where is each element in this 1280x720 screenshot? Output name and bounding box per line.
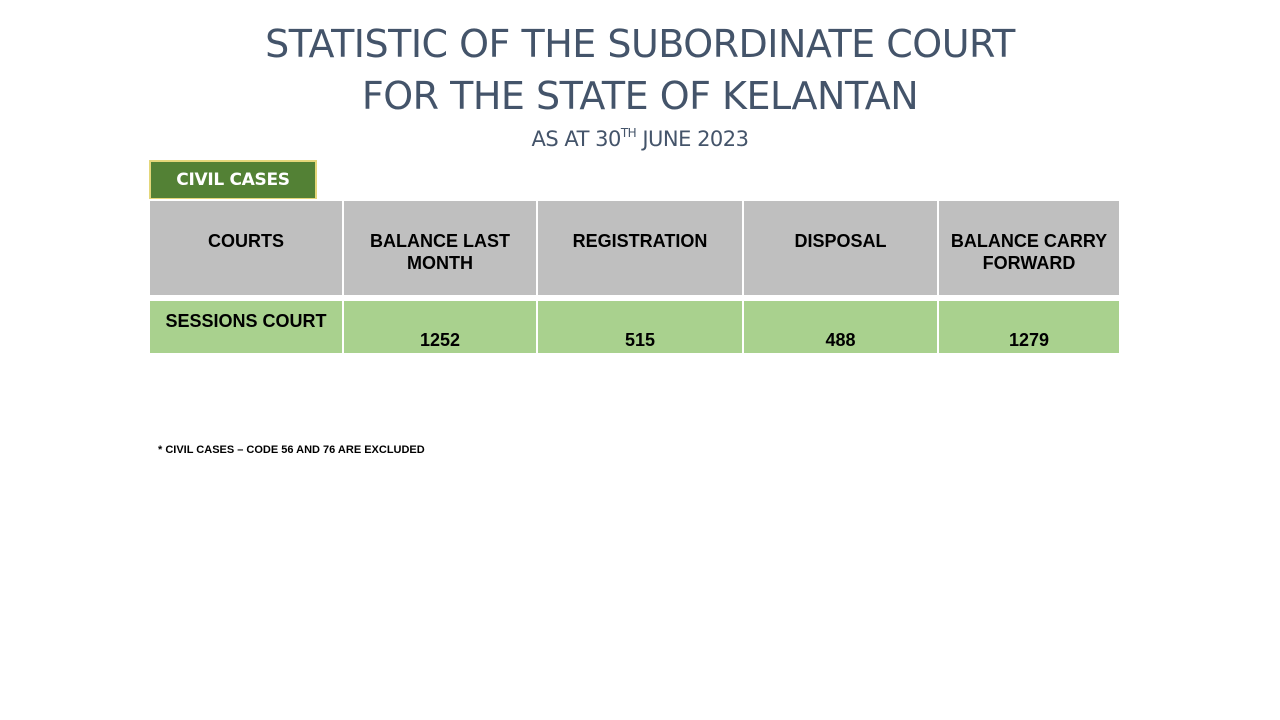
column-header-disposal: DISPOSAL xyxy=(742,199,939,297)
statistics-table: COURTS BALANCE LAST MONTH REGISTRATION D… xyxy=(148,199,1121,355)
table-spacer-row xyxy=(149,296,1120,300)
spacer-cell xyxy=(149,296,1120,300)
column-header-balance-carry-forward: BALANCE CARRY FORWARD xyxy=(937,199,1121,297)
subtitle-date-suffix: JUNE 2023 xyxy=(636,127,749,151)
column-header-registration: REGISTRATION xyxy=(536,199,744,297)
page-title-line-2: FOR THE STATE OF KELANTAN xyxy=(361,74,919,118)
column-header-balance-last-month: BALANCE LAST MONTH xyxy=(342,199,538,297)
cell-registration: 515 xyxy=(536,299,744,355)
cell-balance-last-month: 1252 xyxy=(342,299,538,355)
table-row: SESSIONS COURT 1252 515 488 1279 xyxy=(148,299,1121,355)
section-label-civil-cases: CIVIL CASES xyxy=(149,160,317,200)
page-title-line-1: STATISTIC OF THE SUBORDINATE COURT xyxy=(265,22,1015,66)
cell-disposal: 488 xyxy=(742,299,939,355)
page-subtitle: AS AT 30TH JUNE 2023 xyxy=(0,126,1280,151)
row-court-name: SESSIONS COURT xyxy=(148,299,344,355)
table-header-row: COURTS BALANCE LAST MONTH REGISTRATION D… xyxy=(148,199,1121,297)
cell-balance-carry-forward: 1279 xyxy=(937,299,1121,355)
subtitle-ordinal-suffix: TH xyxy=(620,126,637,140)
footnote: * CIVIL CASES – CODE 56 AND 76 ARE EXCLU… xyxy=(158,444,425,456)
column-header-courts: COURTS xyxy=(148,199,344,297)
subtitle-date-prefix: AS AT 30 xyxy=(531,127,621,151)
